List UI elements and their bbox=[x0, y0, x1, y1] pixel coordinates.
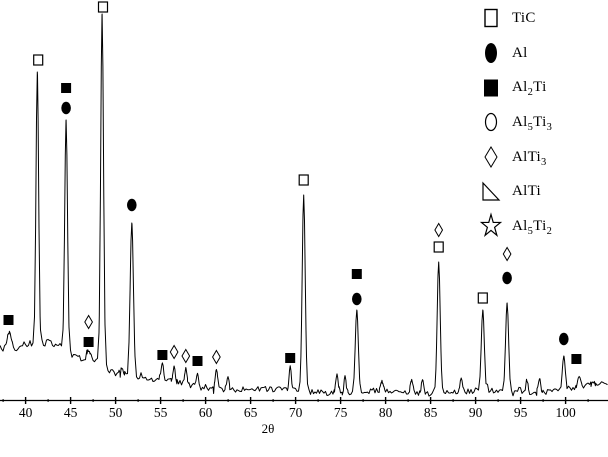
phase-marker-tic bbox=[33, 54, 44, 66]
open-diamond-icon bbox=[84, 314, 93, 330]
legend-item-al2ti: Al2Ti bbox=[476, 70, 606, 105]
xrd-trace bbox=[0, 13, 608, 397]
legend-label: Al2Ti bbox=[512, 79, 547, 99]
phase-marker-al bbox=[127, 198, 137, 212]
x-tick-label: 50 bbox=[109, 405, 123, 420]
x-tick-label: 85 bbox=[424, 405, 438, 420]
phase-marker-al bbox=[352, 292, 362, 306]
open-diamond-icon bbox=[169, 344, 179, 360]
legend-label: AlTi3 bbox=[512, 148, 547, 168]
legend-label: Al5Ti2 bbox=[512, 217, 553, 237]
open-right-triangle-icon bbox=[476, 178, 512, 206]
open-diamond-icon bbox=[212, 349, 221, 365]
phase-marker-alti3 bbox=[169, 344, 179, 360]
phase-marker-al bbox=[559, 332, 569, 346]
open-diamond-icon bbox=[502, 246, 512, 262]
phase-marker-al bbox=[61, 101, 71, 115]
legend: TiC Al Al2Ti Al5Ti3 AlTi3 AlTi Al5Ti2 bbox=[476, 1, 606, 244]
phase-marker-al bbox=[502, 271, 512, 285]
open-star-icon bbox=[476, 212, 512, 240]
filled-square-icon bbox=[3, 315, 14, 325]
phase-marker-tic bbox=[298, 174, 309, 186]
phase-marker-alti3 bbox=[212, 349, 221, 365]
phase-marker-al2ti bbox=[157, 350, 168, 360]
open-ellipse-glyph bbox=[484, 113, 498, 132]
filled-square-icon bbox=[83, 337, 94, 347]
filled-square-icon bbox=[571, 354, 582, 364]
phase-marker-al2ti bbox=[61, 83, 72, 93]
phase-marker-al2ti bbox=[571, 354, 582, 364]
phase-marker-alti3 bbox=[84, 314, 93, 330]
legend-item-alti: AlTi bbox=[476, 174, 606, 209]
legend-label: Al bbox=[512, 44, 528, 61]
open-square-glyph bbox=[484, 9, 498, 28]
legend-item-al: Al bbox=[476, 36, 606, 71]
phase-marker-al2ti bbox=[351, 269, 362, 279]
legend-item-al5ti2: Al5Ti2 bbox=[476, 209, 606, 244]
open-square-icon bbox=[97, 1, 109, 13]
filled-square-icon bbox=[192, 356, 203, 366]
filled-ellipse-icon bbox=[502, 271, 512, 285]
filled-ellipse-icon bbox=[127, 198, 137, 212]
legend-item-tic: TiC bbox=[476, 1, 606, 36]
open-diamond-icon bbox=[181, 348, 191, 364]
open-square-icon bbox=[477, 292, 488, 304]
phase-marker-alti3 bbox=[181, 348, 191, 364]
phase-marker-al2ti bbox=[3, 315, 14, 325]
legend-item-alti3: AlTi3 bbox=[476, 140, 606, 175]
open-diamond-icon bbox=[434, 222, 444, 238]
x-tick-label: 80 bbox=[379, 405, 393, 420]
filled-square-icon bbox=[285, 353, 296, 363]
x-tick-label: 70 bbox=[289, 405, 303, 420]
phase-marker-al2ti bbox=[83, 337, 94, 347]
phase-marker-alti3 bbox=[502, 246, 512, 262]
x-tick-label: 40 bbox=[19, 405, 33, 420]
legend-label: AlTi bbox=[512, 183, 542, 200]
x-tick-label: 45 bbox=[64, 405, 78, 420]
x-tick-label: 100 bbox=[555, 405, 576, 420]
open-star-glyph bbox=[479, 212, 503, 238]
x-axis-label: 2θ bbox=[261, 421, 275, 436]
open-ellipse-icon bbox=[476, 108, 512, 136]
open-diamond-glyph bbox=[484, 146, 498, 169]
x-tick-label: 90 bbox=[469, 405, 483, 420]
filled-ellipse-icon bbox=[559, 332, 569, 346]
open-square-icon bbox=[476, 4, 512, 32]
x-tick-label: 75 bbox=[334, 405, 348, 420]
filled-square-icon bbox=[157, 350, 168, 360]
open-square-icon bbox=[33, 54, 44, 66]
phase-marker-tic bbox=[97, 1, 109, 13]
phase-marker-al2ti bbox=[192, 356, 203, 366]
filled-square-icon bbox=[61, 83, 72, 93]
x-tick-label: 65 bbox=[244, 405, 258, 420]
open-right-triangle-glyph bbox=[482, 181, 501, 201]
filled-ellipse-icon bbox=[476, 39, 512, 67]
x-tick-label: 60 bbox=[199, 405, 213, 420]
phase-marker-tic bbox=[477, 292, 488, 304]
x-tick-label: 55 bbox=[154, 405, 168, 420]
legend-label: TiC bbox=[512, 9, 536, 26]
phase-marker-al2ti bbox=[285, 353, 296, 363]
filled-ellipse-icon bbox=[61, 101, 71, 115]
legend-item-al5ti3: Al5Ti3 bbox=[476, 105, 606, 140]
filled-square-glyph bbox=[484, 79, 498, 97]
filled-ellipse-glyph bbox=[485, 43, 497, 64]
x-tick-label: 95 bbox=[514, 405, 528, 420]
filled-square-icon bbox=[476, 74, 512, 102]
phase-marker-alti3 bbox=[434, 222, 444, 238]
phase-marker-tic bbox=[433, 241, 444, 253]
open-diamond-icon bbox=[476, 143, 512, 171]
legend-label: Al5Ti3 bbox=[512, 113, 553, 133]
filled-ellipse-icon bbox=[352, 292, 362, 306]
open-square-icon bbox=[298, 174, 309, 186]
open-square-icon bbox=[433, 241, 444, 253]
filled-square-icon bbox=[351, 269, 362, 279]
